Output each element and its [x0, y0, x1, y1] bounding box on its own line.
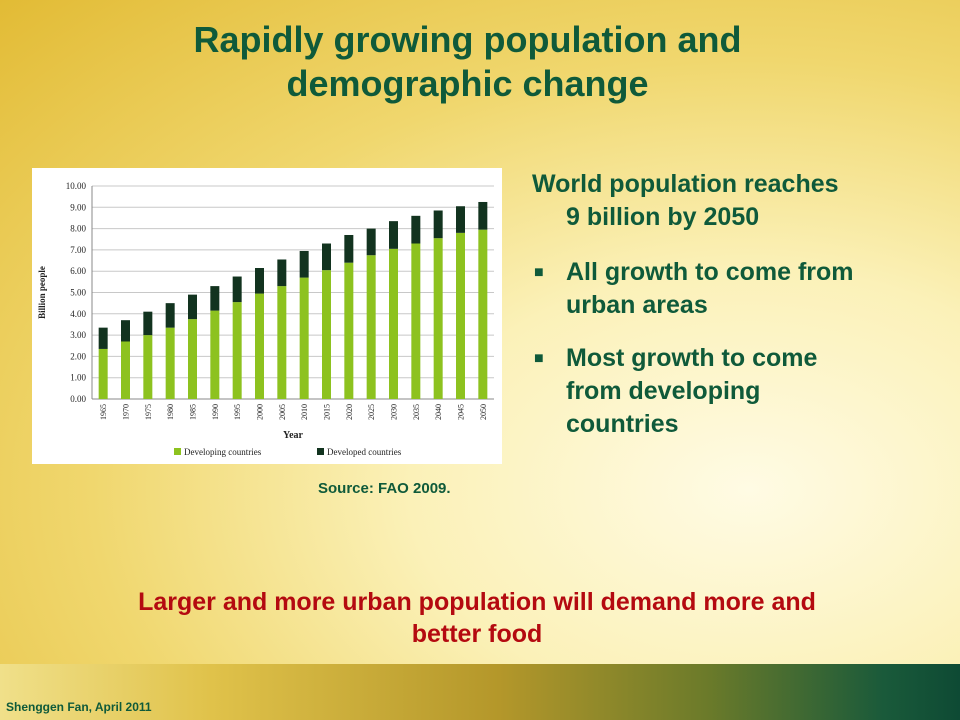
x-tick-label: 2040 — [434, 404, 443, 420]
x-tick-label: 2045 — [457, 404, 466, 420]
x-tick-label: 1975 — [144, 404, 153, 420]
bar-developed — [165, 303, 175, 328]
y-tick-label: 7.00 — [70, 245, 86, 255]
x-tick-label: 1985 — [189, 404, 198, 420]
lead-line1: World population reaches — [532, 170, 839, 198]
x-tick-label: 1965 — [99, 404, 108, 420]
bar-developed — [366, 228, 376, 256]
bar-developing — [344, 262, 354, 399]
bar-developed — [433, 210, 443, 239]
y-tick-label: 10.00 — [66, 181, 87, 191]
chart-source: Source: FAO 2009. — [318, 480, 451, 497]
y-tick-label: 6.00 — [70, 266, 86, 276]
bullet-item: ■ Most growth to come from developing co… — [532, 342, 947, 441]
legend-label: Developing countries — [184, 447, 262, 457]
bar-developing — [299, 277, 309, 399]
x-tick-label: 2050 — [479, 404, 488, 420]
footer-author: Shenggen Fan, April 2011 — [6, 700, 152, 714]
x-tick-label: 2010 — [300, 404, 309, 420]
bar-developed — [478, 201, 488, 230]
bar-developing — [210, 310, 220, 399]
x-tick-label: 2030 — [390, 404, 399, 420]
bullet-line: from developing — [566, 377, 761, 405]
lead-line2: 9 billion by 2050 — [566, 203, 760, 231]
bar-developing — [143, 335, 153, 399]
conclusion-line1: Larger and more urban population will de… — [138, 588, 816, 616]
bar-developed — [121, 320, 130, 342]
bar-developing — [232, 302, 242, 399]
bullet-marker-icon: ■ — [534, 264, 544, 281]
y-tick-label: 1.00 — [70, 373, 86, 383]
x-tick-label: 2025 — [367, 404, 376, 420]
bar-developing — [389, 248, 398, 399]
conclusion-line2: better food — [411, 620, 543, 648]
bar-developing — [411, 243, 421, 399]
slide-title: Rapidly growing population and demograph… — [0, 18, 935, 106]
bar-developing — [255, 293, 264, 399]
x-tick-label: 1980 — [166, 404, 175, 420]
legend-swatch — [317, 448, 324, 455]
x-tick-label: 1970 — [122, 404, 131, 420]
x-tick-label: 1990 — [211, 404, 220, 420]
bar-developed — [255, 268, 264, 294]
slide-title-line2: demographic change — [286, 63, 649, 104]
bullet-item: ■ All growth to come from urban areas — [532, 256, 947, 322]
footer-bar — [0, 664, 960, 720]
bar-developed — [322, 243, 331, 271]
population-chart: 0.00 1.00 2.00 3.00 4.00 5.00 6.00 7.00 8.00 9.00… — [32, 168, 502, 464]
x-tick-label: 2015 — [323, 404, 332, 420]
bullet-marker-icon: ■ — [534, 350, 544, 367]
x-tick-label: 1995 — [233, 404, 242, 420]
legend-label: Developed countries — [327, 447, 402, 457]
bar-developing — [433, 238, 443, 399]
bar-developing — [322, 270, 331, 399]
conclusion-text: Larger and more urban population will de… — [40, 586, 914, 650]
bar-developed — [389, 221, 398, 249]
bullet-line: Most growth to come — [566, 344, 818, 372]
bar-developed — [299, 250, 309, 278]
chart-svg: 0.00 1.00 2.00 3.00 4.00 5.00 6.00 7.00 8.00 9.00… — [37, 181, 494, 457]
y-tick-label: 8.00 — [70, 224, 86, 234]
y-tick-label: 9.00 — [70, 202, 86, 212]
bullet-list: World population reaches 9 billion by 20… — [532, 168, 947, 461]
bar-developed — [210, 286, 220, 311]
y-tick-label: 0.00 — [70, 394, 86, 404]
slide-title-line1: Rapidly growing population and — [193, 19, 742, 60]
bar-developing — [121, 341, 130, 399]
bar-developed — [188, 294, 197, 320]
bar-developed — [98, 327, 108, 349]
legend-swatch — [174, 448, 181, 455]
bullet-line: urban areas — [566, 291, 708, 319]
bar-developed — [143, 311, 153, 336]
bar-developing — [165, 327, 175, 399]
bar-developing — [188, 319, 197, 399]
bar-developed — [456, 206, 465, 233]
x-tick-label: 2000 — [256, 404, 265, 420]
bar-developed — [277, 259, 287, 287]
bar-developing — [366, 255, 376, 399]
y-tick-label: 2.00 — [70, 351, 86, 361]
y-tick-label: 5.00 — [70, 288, 86, 298]
x-tick-label: 2020 — [345, 404, 354, 420]
bar-developed — [411, 215, 421, 244]
bullet-line: countries — [566, 410, 679, 438]
y-tick-label: 4.00 — [70, 309, 86, 319]
bar-developing — [277, 286, 287, 399]
bullet-line: All growth to come from — [566, 258, 854, 286]
x-axis-label: Year — [283, 430, 304, 441]
bar-developing — [456, 232, 465, 399]
bar-developed — [232, 276, 242, 303]
lead-text: World population reaches 9 billion by 20… — [532, 168, 947, 234]
x-tick-label: 2005 — [278, 404, 287, 420]
x-tick-label: 2035 — [412, 404, 421, 420]
bar-developing — [98, 348, 108, 399]
bar-developed — [344, 234, 354, 263]
bar-developing — [478, 229, 488, 399]
y-tick-label: 3.00 — [70, 330, 86, 340]
y-axis-label: Billion people — [37, 266, 47, 319]
